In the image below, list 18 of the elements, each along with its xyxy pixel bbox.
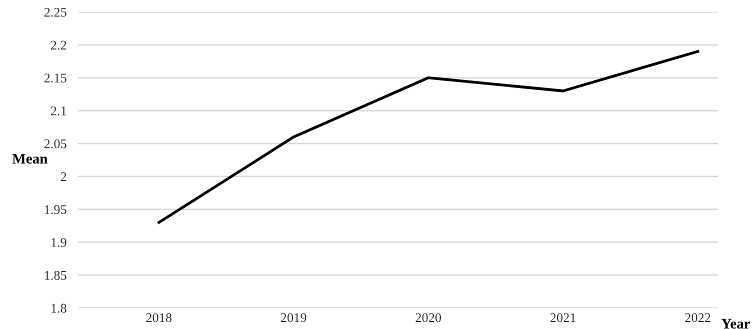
y-tick-label: 1.85	[44, 270, 66, 280]
line-series	[157, 50, 700, 224]
y-tick-label: 1.8	[52, 304, 66, 313]
y-tick-label: 2.25	[44, 8, 66, 17]
y-tick-label: 2.2	[50, 40, 66, 50]
x-tick-label: 2020	[416, 313, 442, 322]
x-tick-label: 2022	[685, 313, 710, 322]
x-tick-label: 2019	[280, 313, 306, 322]
x-tick-label: 2018	[146, 313, 172, 322]
y-tick-label: 1.9	[52, 238, 66, 247]
y-tick-label: 1.95	[44, 205, 66, 214]
y-tick-label: 2.1	[50, 106, 66, 116]
y-tick-label: 2	[60, 172, 66, 182]
y-tick-label: 2.15	[44, 74, 66, 83]
x-axis-title: Year	[721, 318, 750, 329]
y-tick-label: 2.05	[44, 139, 66, 148]
x-tick-label: 2021	[550, 313, 576, 322]
y-axis-title: Mean	[12, 154, 48, 164]
